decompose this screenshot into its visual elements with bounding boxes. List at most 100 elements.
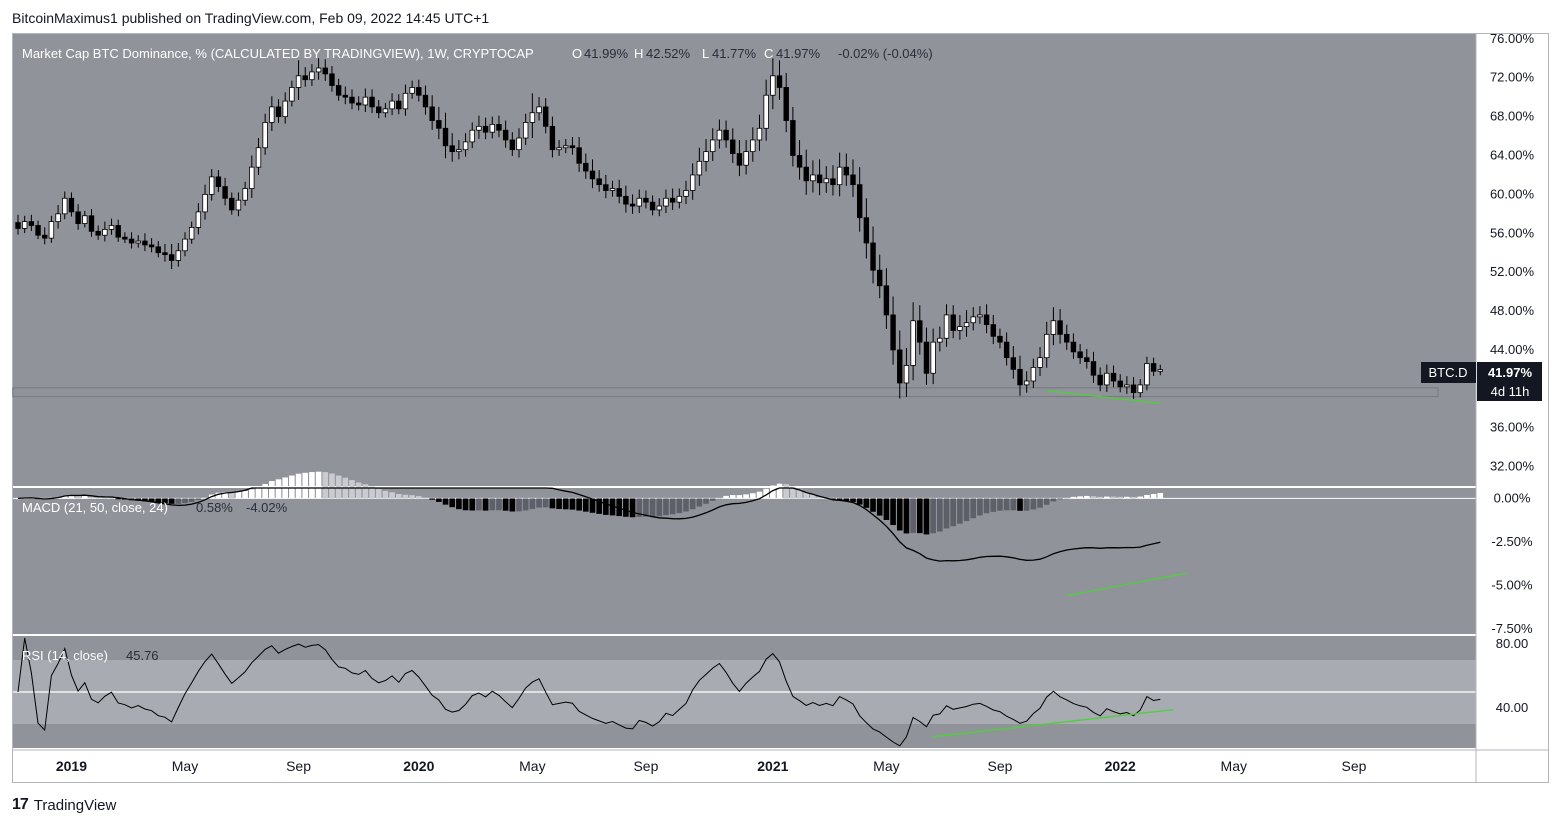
price-divergence-line bbox=[1046, 390, 1161, 405]
ohlc-low: 41.77% bbox=[712, 46, 757, 61]
macd-histogram-bar bbox=[883, 498, 890, 520]
macd-histogram-bar bbox=[583, 498, 589, 512]
candle-body bbox=[15, 222, 21, 229]
candle-body bbox=[188, 227, 195, 240]
candle-body bbox=[549, 125, 556, 151]
macd-histogram-bar bbox=[115, 498, 121, 500]
symbol-label: BTC.D bbox=[1429, 365, 1468, 380]
candle-body bbox=[522, 122, 529, 139]
macd-histogram-bar bbox=[1104, 496, 1110, 499]
candle-body bbox=[616, 188, 622, 197]
macd-histogram-bar bbox=[202, 497, 208, 499]
candle-body bbox=[970, 316, 976, 324]
candle-body bbox=[55, 213, 61, 223]
candle-body bbox=[202, 193, 208, 213]
rsi-divergence-line bbox=[933, 708, 1174, 738]
macd-histogram-bar bbox=[923, 498, 930, 535]
macd-histogram-bar bbox=[689, 498, 696, 510]
candle-body bbox=[429, 106, 435, 121]
macd-histogram-bar bbox=[436, 498, 442, 502]
candle-body bbox=[750, 139, 756, 153]
macd-histogram-bar bbox=[703, 498, 709, 504]
candle-body bbox=[997, 335, 1003, 343]
macd-y-tick: -2.50% bbox=[1491, 534, 1533, 549]
macd-histogram-bar bbox=[529, 498, 536, 510]
macd-histogram-bar bbox=[696, 498, 703, 507]
candle-body bbox=[82, 215, 88, 224]
x-tick-label: 2020 bbox=[403, 758, 434, 774]
macd-histogram-bar bbox=[496, 498, 502, 511]
candle-body bbox=[302, 75, 308, 81]
macd-histogram-bar bbox=[943, 498, 950, 529]
macd-histogram-bar bbox=[1157, 492, 1164, 499]
macd-histogram-bar bbox=[876, 498, 883, 516]
macd-histogram-bar bbox=[623, 498, 629, 517]
candle-body bbox=[563, 145, 569, 149]
candle-body bbox=[963, 322, 970, 327]
candle-body bbox=[175, 250, 182, 261]
macd-histogram-bar bbox=[823, 498, 830, 500]
candle-body bbox=[763, 94, 769, 129]
candle-body bbox=[783, 87, 789, 121]
macd-histogram-bar bbox=[15, 498, 21, 500]
candle-body bbox=[703, 151, 709, 162]
candle-body bbox=[897, 349, 903, 384]
macd-histogram-bar bbox=[1057, 498, 1063, 500]
candle-body bbox=[723, 129, 729, 141]
macd-histogram-bar bbox=[315, 471, 322, 499]
x-tick-label: Sep bbox=[987, 758, 1012, 774]
macd-histogram-bar bbox=[983, 498, 990, 514]
candle-body bbox=[215, 176, 222, 188]
candle-body bbox=[623, 195, 629, 205]
macd-histogram-bar bbox=[369, 486, 375, 499]
candle-body bbox=[135, 240, 141, 244]
candle-body bbox=[917, 320, 923, 343]
macd-histogram-bar bbox=[416, 496, 422, 499]
macd-histogram-bar bbox=[75, 496, 81, 499]
ohlc-low-label: L bbox=[702, 46, 709, 61]
macd-histogram-bar bbox=[509, 498, 516, 512]
candle-body bbox=[883, 285, 890, 316]
macd-histogram-bar bbox=[82, 496, 88, 499]
x-tick-label: Sep bbox=[286, 758, 311, 774]
macd-histogram-bar bbox=[896, 498, 903, 531]
candle-body bbox=[1010, 357, 1017, 370]
macd-histogram-bar bbox=[937, 498, 943, 532]
candle-body bbox=[249, 166, 255, 189]
candle-body bbox=[850, 174, 856, 186]
price-y-tick: 60.00% bbox=[1490, 186, 1535, 201]
candle-body bbox=[1090, 361, 1097, 376]
macd-histogram-bar bbox=[142, 498, 148, 502]
macd-histogram-bar bbox=[1063, 497, 1070, 499]
candle-body bbox=[609, 188, 616, 191]
rsi-title: RSI (14, close) bbox=[22, 648, 108, 663]
price-y-tick: 32.00% bbox=[1490, 459, 1535, 474]
macd-histogram-bar bbox=[362, 484, 369, 499]
macd-histogram-bar bbox=[1097, 496, 1103, 499]
x-tick-label: May bbox=[172, 758, 198, 774]
candle-body bbox=[910, 320, 916, 366]
price-y-tick: 48.00% bbox=[1490, 303, 1535, 318]
candle-body bbox=[1077, 351, 1083, 359]
candle-body bbox=[402, 92, 409, 110]
macd-histogram-bar bbox=[1070, 496, 1077, 499]
candle-body bbox=[155, 246, 161, 254]
candle-body bbox=[843, 166, 850, 176]
macd-histogram-bar bbox=[168, 498, 175, 504]
macd-histogram-bar bbox=[249, 489, 255, 499]
macd-histogram-bar bbox=[409, 495, 415, 499]
macd-histogram-bar bbox=[1090, 496, 1097, 499]
candle-body bbox=[649, 201, 656, 211]
candle-body bbox=[536, 106, 542, 114]
candle-body bbox=[937, 337, 943, 343]
candle-body bbox=[790, 120, 796, 156]
candle-body bbox=[830, 178, 836, 186]
macd-histogram-bar bbox=[148, 498, 155, 502]
macd-histogram-bar bbox=[589, 498, 596, 513]
macd-histogram-bar bbox=[910, 498, 916, 533]
macd-histogram-bar bbox=[335, 475, 342, 499]
candle-body bbox=[1110, 372, 1117, 382]
macd-histogram-bar bbox=[810, 494, 816, 499]
symbol-badge bbox=[1421, 362, 1476, 383]
